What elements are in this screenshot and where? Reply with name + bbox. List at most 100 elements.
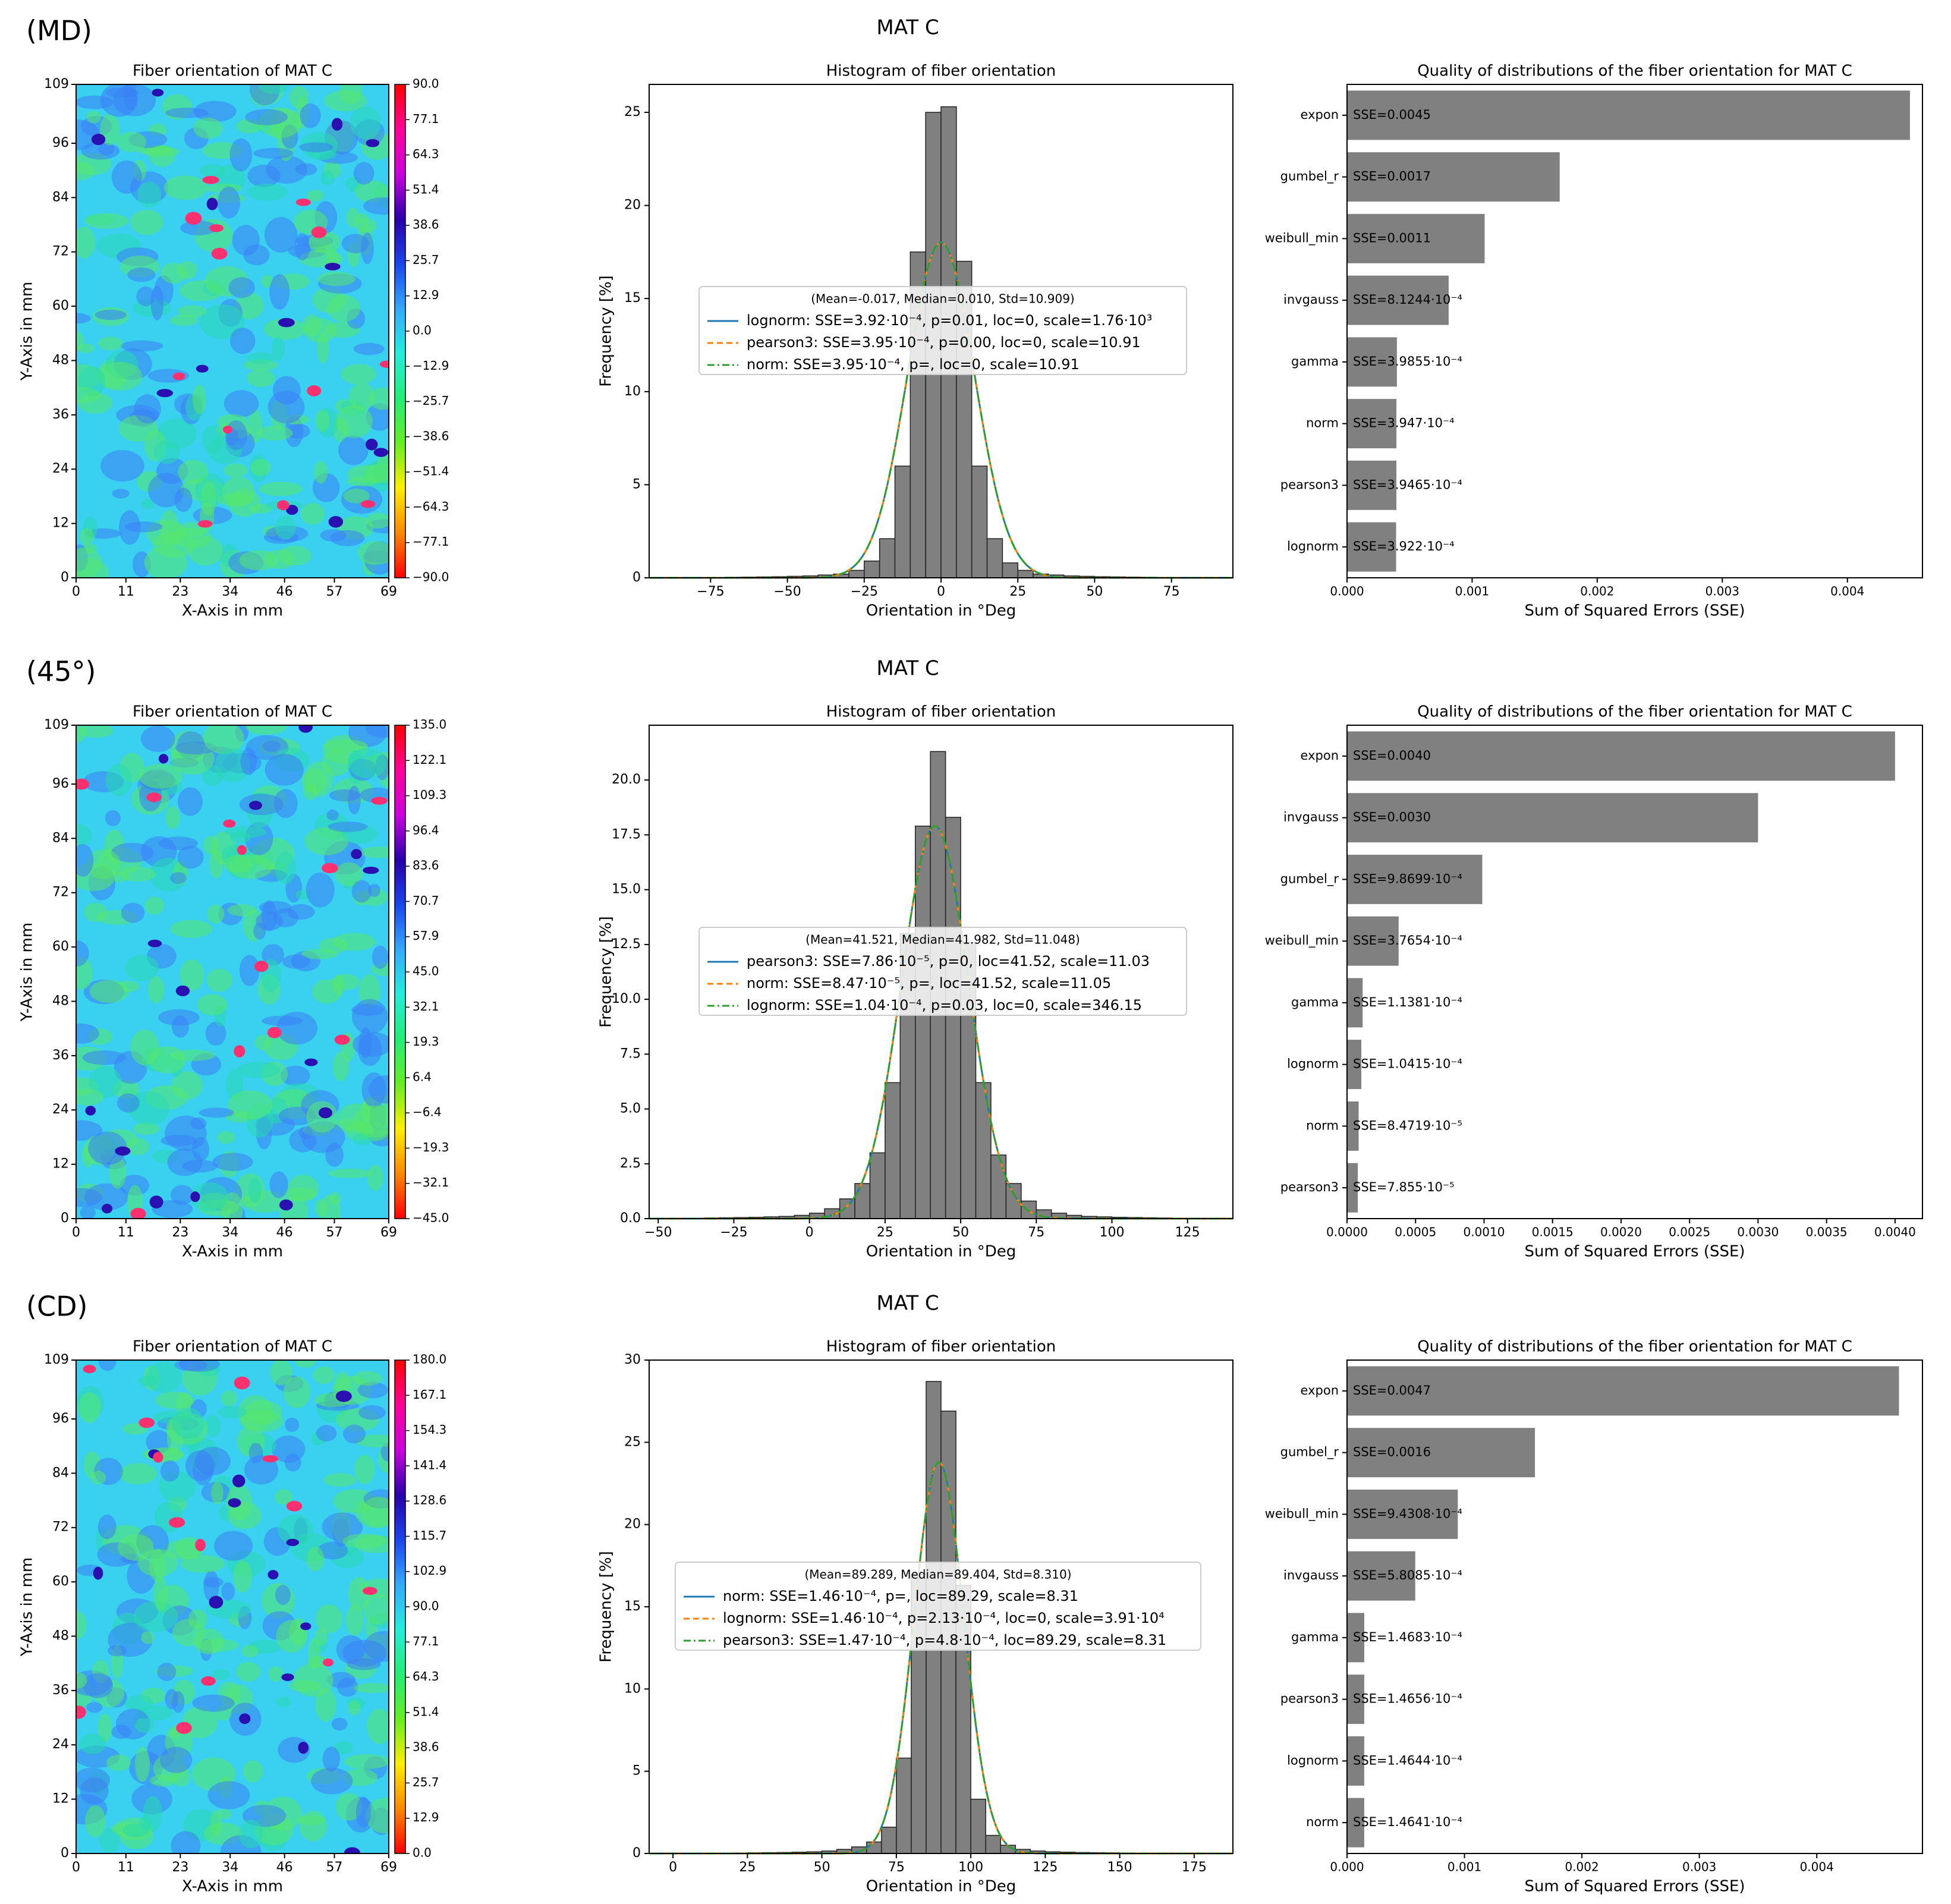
map-texture	[180, 1554, 225, 1573]
map-texture	[229, 328, 256, 354]
sse-bar	[1347, 460, 1397, 510]
map-texture	[348, 383, 376, 410]
colorbar-tick-label: 90.0	[413, 1599, 439, 1613]
map-texture	[273, 908, 299, 927]
sse-category-label: weibull_min	[1265, 231, 1339, 246]
sse-value-label: SSE=0.0030	[1353, 810, 1431, 824]
map-hotspot	[379, 360, 389, 368]
map-ytick-label: 24	[52, 1737, 69, 1752]
hist-bar	[879, 538, 896, 578]
map-texture	[98, 1360, 117, 1371]
hist-ytick-label: 2.5	[620, 1156, 641, 1171]
sse-frame	[1346, 1359, 1923, 1854]
hist-legend	[675, 1562, 1201, 1651]
map-texture	[160, 1460, 180, 1482]
map-hotspot	[209, 1595, 224, 1609]
map-xlabel: X-Axis in mm	[182, 602, 283, 620]
map-texture	[268, 1666, 284, 1682]
sse-value-label: SSE=5.8085·10⁻⁴	[1353, 1568, 1462, 1582]
map-texture	[363, 197, 389, 215]
map-texture	[306, 1546, 325, 1572]
map-xtick-label: 11	[118, 584, 134, 599]
map-texture	[218, 1808, 232, 1820]
map-texture	[135, 1746, 150, 1782]
map-texture	[202, 425, 224, 454]
map-texture	[331, 1717, 348, 1730]
hist-xlabel: Orientation in °Deg	[866, 1878, 1017, 1896]
map-ytick-label: 0	[61, 1846, 69, 1861]
map-xtick-label: 11	[118, 1860, 134, 1875]
colorbar-tick-label: −90.0	[413, 570, 449, 584]
sse-value-label: SSE=1.4683·10⁻⁴	[1353, 1630, 1462, 1644]
colorbar-tick-label: −64.3	[413, 499, 449, 514]
sse-xtick-label: 0.0005	[1395, 1225, 1436, 1239]
map-texture	[211, 1481, 224, 1505]
map-texture	[203, 725, 244, 754]
colorbar	[394, 84, 406, 578]
map-texture	[212, 1669, 230, 1680]
row-0: (MD) MAT C Fiber orientation of MAT C 0 11 23…	[18, 15, 1923, 620]
map-hotspot	[286, 1500, 303, 1512]
map-texture	[353, 1371, 383, 1386]
map-texture	[76, 1188, 102, 1207]
sse-category-label: gamma	[1291, 995, 1339, 1009]
map-texture	[158, 1009, 200, 1026]
map-ytick-label: 60	[52, 1574, 69, 1589]
map-texture	[137, 1376, 158, 1387]
sse-value-label: SSE=8.4719·10⁻⁵	[1353, 1118, 1462, 1132]
map-texture	[192, 384, 206, 414]
hist-xtick-label: 50	[1086, 584, 1103, 599]
map-title: Fiber orientation of MAT C	[133, 1338, 332, 1356]
colorbar-tick-label: 77.1	[413, 112, 439, 126]
map-ytick-label: 60	[52, 939, 69, 954]
hist-ytick-label: 10	[624, 384, 641, 399]
sse-xtick-label: 0.004	[1830, 584, 1864, 599]
map-xtick-label: 34	[222, 1860, 238, 1875]
map-xlabel: X-Axis in mm	[182, 1243, 283, 1261]
map-hotspot	[307, 385, 322, 396]
map-texture	[256, 426, 293, 441]
map-texture	[97, 1515, 117, 1540]
map-texture	[280, 1065, 310, 1086]
map-ytick-label: 84	[52, 1465, 69, 1480]
legend-entry: lognorm: SSE=3.92·10⁻⁴, p=0.01, loc=0, s…	[747, 312, 1152, 329]
map-texture	[259, 481, 303, 496]
sse-frame	[1346, 84, 1923, 578]
map-texture	[224, 390, 259, 417]
hist-xlabel: Orientation in °Deg	[866, 602, 1017, 620]
hist-ytick-label: 20	[624, 198, 641, 213]
colorbar-tick-label: −38.6	[413, 429, 449, 443]
colorbar-tick-label: −6.4	[413, 1105, 442, 1119]
map-texture	[292, 1663, 333, 1697]
map-hotspot	[322, 863, 338, 874]
sse-category-label: gamma	[1291, 1630, 1339, 1644]
hist-ytick-label: 10	[624, 1681, 641, 1696]
map-texture	[177, 845, 204, 869]
map-texture	[353, 342, 385, 355]
map-texture	[146, 1361, 182, 1393]
map-texture	[261, 1015, 303, 1026]
map-texture	[232, 225, 260, 256]
map-texture	[97, 336, 123, 351]
hist-bar	[864, 561, 880, 578]
hist-frame	[649, 725, 1233, 1219]
sse-value-label: SSE=0.0017	[1353, 169, 1431, 184]
map-hotspot	[373, 448, 389, 457]
map-texture	[76, 313, 91, 324]
map-texture	[311, 1767, 353, 1795]
map-hotspot	[149, 1195, 163, 1209]
map-hotspot	[209, 224, 224, 232]
map-texture	[76, 1088, 104, 1106]
map-texture	[200, 482, 217, 516]
map-texture	[294, 233, 310, 260]
map-texture	[221, 1582, 235, 1601]
row-tag: (CD)	[26, 1291, 87, 1323]
map-ytick-label: 48	[52, 993, 69, 1008]
map-texture	[170, 1185, 194, 1205]
sse-value-label: SSE=1.1381·10⁻⁴	[1353, 995, 1462, 1009]
map-texture	[341, 364, 376, 385]
map-texture	[253, 147, 294, 159]
map-texture	[348, 748, 387, 779]
colorbar-tick-label: 38.6	[413, 1740, 439, 1754]
colorbar-tick-label: 154.3	[413, 1423, 446, 1437]
